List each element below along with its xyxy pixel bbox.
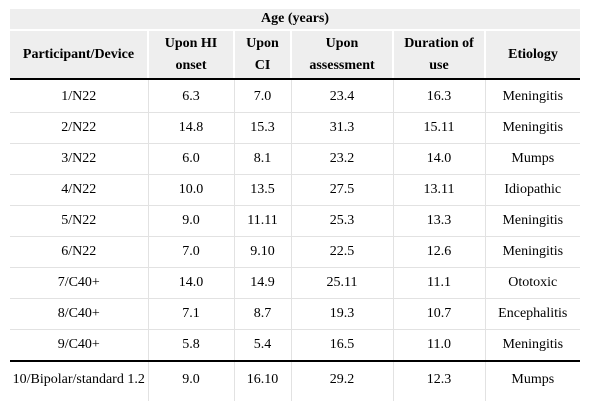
cell-ci: 13.5 (234, 174, 292, 206)
data-table-container: Age (years) Participant/Device Upon HI o… (10, 9, 581, 401)
cell-hi-onset: 14.0 (148, 267, 235, 299)
table-row: 2/N22 14.8 15.3 31.3 15.11 Meningitis (10, 112, 581, 144)
cell-etiology: Meningitis (485, 79, 581, 113)
table-row: 8/C40+ 7.1 8.7 19.3 10.7 Encephalitis (10, 298, 581, 330)
cell-duration: 12.3 (393, 361, 486, 401)
cell-assessment: 29.2 (291, 361, 394, 401)
table-row: 1/N22 6.3 7.0 23.4 16.3 Meningitis (10, 79, 581, 113)
cell-duration: 11.1 (393, 267, 486, 299)
column-header-upon-ci: Upon CI (234, 30, 292, 80)
table-row: 10/Bipolar/standard 1.2 9.0 16.10 29.2 1… (10, 361, 580, 401)
column-header-etiology: Etiology (485, 30, 581, 80)
cell-assessment: 31.3 (291, 112, 394, 144)
cell-assessment: 25.3 (291, 205, 394, 237)
cell-assessment: 25.11 (291, 267, 394, 299)
cell-participant: 9/C40+ (10, 329, 149, 362)
table-row: 5/N22 9.0 11.11 25.3 13.3 Meningitis (10, 205, 581, 237)
cell-etiology: Meningitis (485, 205, 581, 237)
cell-ci: 11.11 (234, 205, 292, 237)
table-row: 9/C40+ 5.8 5.4 16.5 11.0 Meningitis (10, 329, 581, 362)
cell-hi-onset: 10.0 (148, 174, 235, 206)
cell-ci: 15.3 (234, 112, 292, 144)
cell-duration: 16.3 (393, 79, 486, 113)
cell-assessment: 19.3 (291, 298, 394, 330)
cell-duration: 15.11 (393, 112, 486, 144)
cell-ci: 7.0 (234, 79, 292, 113)
cell-participant: 1/N22 (10, 79, 149, 113)
cell-participant: 6/N22 (10, 236, 149, 268)
cell-etiology: Meningitis (485, 329, 581, 362)
cell-ci: 9.10 (234, 236, 292, 268)
cell-duration: 13.11 (393, 174, 486, 206)
cell-hi-onset: 9.0 (148, 361, 235, 401)
table-body: 1/N22 6.3 7.0 23.4 16.3 Meningitis 2/N22… (10, 79, 581, 401)
table-row: 7/C40+ 14.0 14.9 25.11 11.1 Ototoxic (10, 267, 581, 299)
cell-etiology: Idiopathic (485, 174, 581, 206)
cell-etiology: Ototoxic (485, 267, 581, 299)
cell-etiology: Mumps (511, 372, 555, 387)
table-row: 3/N22 6.0 8.1 23.2 14.0 Mumps (10, 143, 581, 175)
cell-duration: 10.7 (393, 298, 486, 330)
cell-etiology: Meningitis (485, 112, 581, 144)
cell-ci: 16.10 (234, 361, 292, 401)
cell-assessment: 27.5 (291, 174, 394, 206)
cell-hi-onset: 6.0 (148, 143, 235, 175)
cell-duration: 11.0 (393, 329, 486, 362)
cell-participant: 3/N22 (10, 143, 149, 175)
cell-etiology: Meningitis (485, 236, 581, 268)
cell-assessment: 23.2 (291, 143, 394, 175)
cell-hi-onset: 9.0 (148, 205, 235, 237)
cell-participant: 4/N22 (10, 174, 149, 206)
table-header: Age (years) Participant/Device Upon HI o… (10, 9, 581, 80)
cell-hi-onset: 14.8 (148, 112, 235, 144)
table-row: 4/N22 10.0 13.5 27.5 13.11 Idiopathic (10, 174, 581, 206)
cell-hi-onset: 6.3 (148, 79, 235, 113)
cell-duration: 14.0 (393, 143, 486, 175)
cell-ci: 8.1 (234, 143, 292, 175)
column-header-participant-device: Participant/Device (10, 30, 149, 80)
cell-participant: 2/N22 (10, 112, 149, 144)
cell-assessment: 16.5 (291, 329, 394, 362)
cell-duration: 12.6 (393, 236, 486, 268)
cell-participant: 10/Bipolar/standard 1.2 (10, 361, 149, 401)
cell-hi-onset: 7.1 (148, 298, 235, 330)
cell-duration: 13.3 (393, 205, 486, 237)
cell-etiology: Encephalitis (485, 298, 581, 330)
group-header-age: Age (years) (10, 9, 581, 31)
cell-ci: 5.4 (234, 329, 292, 362)
cell-ci: 8.7 (234, 298, 292, 330)
cell-assessment: 22.5 (291, 236, 394, 268)
column-header-duration-of-use: Duration of use (393, 30, 486, 80)
cell-participant: 5/N22 (10, 205, 149, 237)
column-header-upon-assessment: Upon assessment (291, 30, 394, 80)
cell-etiology: Mumps (485, 143, 581, 175)
participants-table: Age (years) Participant/Device Upon HI o… (10, 9, 581, 401)
cell-hi-onset: 5.8 (148, 329, 235, 362)
cell-participant: 7/C40+ (10, 267, 149, 299)
cell-hi-onset: 7.0 (148, 236, 235, 268)
column-header-upon-hi-onset: Upon HI onset (148, 30, 235, 80)
cell-assessment: 23.4 (291, 79, 394, 113)
cell-ci: 14.9 (234, 267, 292, 299)
table-row: 6/N22 7.0 9.10 22.5 12.6 Meningitis (10, 236, 581, 268)
cell-participant: 8/C40+ (10, 298, 149, 330)
